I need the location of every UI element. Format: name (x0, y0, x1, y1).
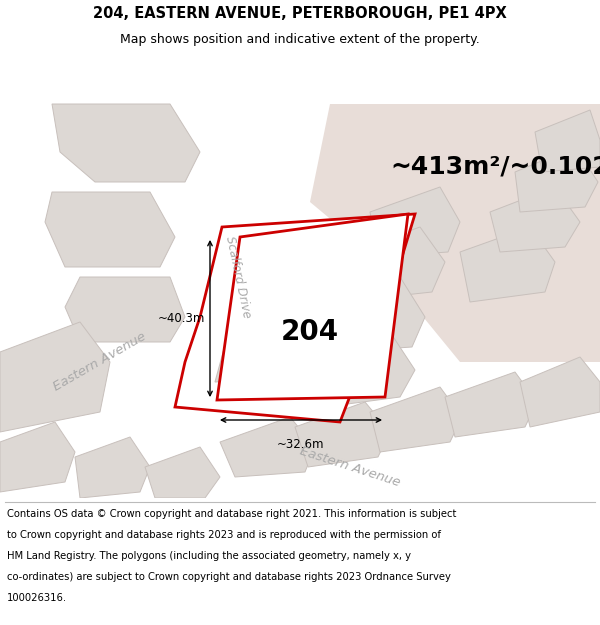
Polygon shape (0, 422, 75, 492)
Text: 204: 204 (281, 318, 339, 346)
Text: to Crown copyright and database rights 2023 and is reproduced with the permissio: to Crown copyright and database rights 2… (7, 531, 441, 541)
Polygon shape (515, 147, 598, 212)
Polygon shape (230, 257, 390, 317)
Polygon shape (0, 322, 110, 432)
Polygon shape (370, 387, 462, 452)
Polygon shape (145, 447, 220, 498)
Polygon shape (310, 104, 600, 362)
Polygon shape (490, 187, 580, 252)
Text: co-ordinates) are subject to Crown copyright and database rights 2023 Ordnance S: co-ordinates) are subject to Crown copyr… (7, 572, 451, 582)
Text: 204, EASTERN AVENUE, PETERBOROUGH, PE1 4PX: 204, EASTERN AVENUE, PETERBOROUGH, PE1 4… (93, 6, 507, 21)
Polygon shape (52, 104, 200, 182)
Text: Eastern Avenue: Eastern Avenue (298, 444, 402, 489)
Text: ~40.3m: ~40.3m (158, 311, 205, 324)
Polygon shape (217, 214, 408, 400)
Polygon shape (215, 317, 370, 382)
Polygon shape (370, 187, 460, 257)
Text: Contains OS data © Crown copyright and database right 2021. This information is : Contains OS data © Crown copyright and d… (7, 509, 457, 519)
Polygon shape (445, 372, 537, 437)
Polygon shape (320, 332, 415, 407)
Polygon shape (45, 192, 175, 267)
Polygon shape (350, 227, 445, 300)
Polygon shape (535, 110, 600, 172)
Polygon shape (75, 437, 150, 498)
Text: HM Land Registry. The polygons (including the associated geometry, namely x, y: HM Land Registry. The polygons (includin… (7, 551, 411, 561)
Polygon shape (460, 227, 555, 302)
Text: 100026316.: 100026316. (7, 593, 67, 603)
Text: ~413m²/~0.102ac.: ~413m²/~0.102ac. (390, 155, 600, 179)
Polygon shape (520, 357, 600, 427)
Text: Eastern Avenue: Eastern Avenue (52, 330, 149, 394)
Polygon shape (220, 417, 315, 477)
Text: Map shows position and indicative extent of the property.: Map shows position and indicative extent… (120, 32, 480, 46)
Polygon shape (65, 277, 185, 342)
Polygon shape (330, 277, 425, 352)
Polygon shape (0, 252, 600, 472)
Text: ~32.6m: ~32.6m (277, 438, 325, 451)
Polygon shape (175, 214, 415, 422)
Polygon shape (295, 402, 390, 467)
Polygon shape (185, 104, 290, 402)
Text: Scalford Drive: Scalford Drive (223, 235, 253, 319)
